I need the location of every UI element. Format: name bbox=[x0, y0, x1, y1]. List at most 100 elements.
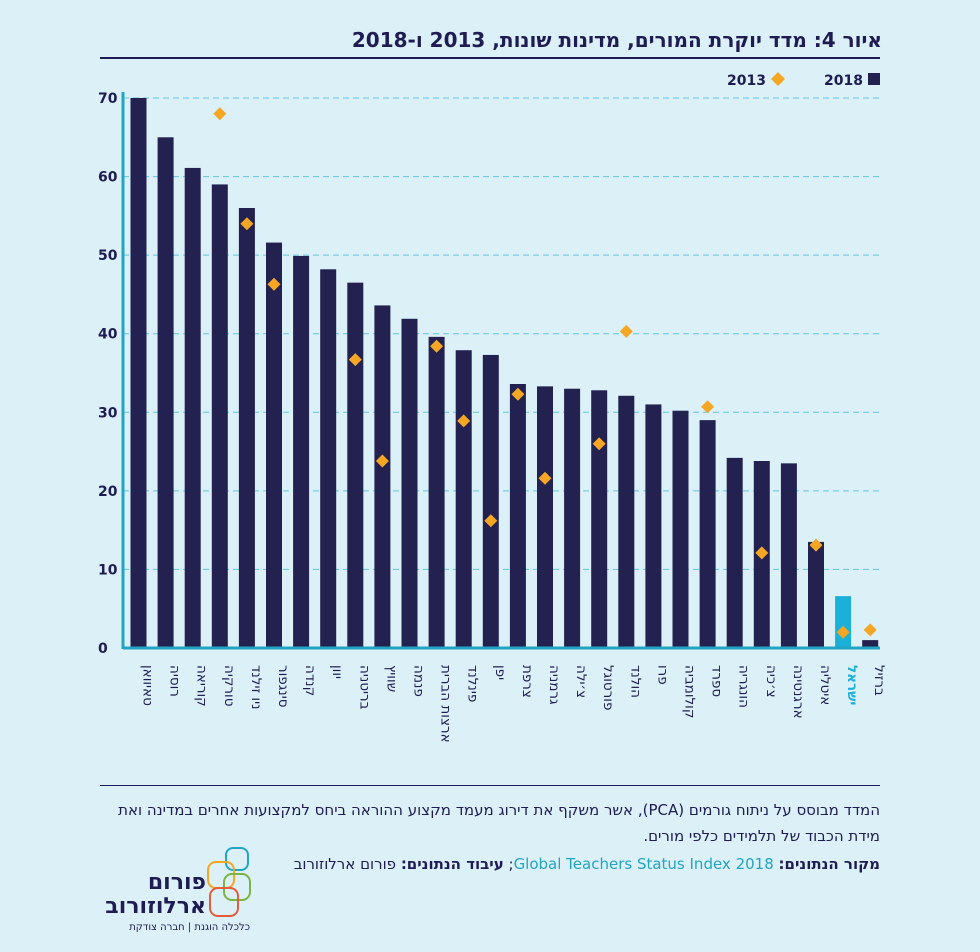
y-tick-label: 10 bbox=[98, 562, 118, 578]
x-tick-label: קולומביה bbox=[682, 665, 698, 718]
x-tick-label: יוון bbox=[329, 665, 345, 679]
processing-label: עיבוד הנתונים: bbox=[400, 855, 504, 873]
bar-2018 bbox=[564, 388, 581, 648]
legend-label-2018: 2018 bbox=[824, 73, 863, 89]
bar-2018 bbox=[428, 336, 445, 648]
legend-swatch-2013 bbox=[771, 72, 785, 86]
marker-2013 bbox=[538, 471, 552, 485]
x-tick-label: ישראל bbox=[844, 665, 860, 705]
source-separator: ; bbox=[508, 855, 514, 873]
marker-2013 bbox=[457, 414, 471, 428]
marker-2013 bbox=[430, 339, 444, 353]
x-tick-label: הולנד bbox=[627, 665, 643, 698]
x-tick-label: פורטוגל bbox=[600, 665, 616, 710]
x-tick-label: גרמניה bbox=[546, 665, 562, 705]
x-tick-label: יפן bbox=[492, 665, 508, 680]
x-tick-label: צ׳ילה bbox=[573, 665, 589, 698]
x-tick-label: טאיוואן bbox=[140, 665, 156, 706]
bar-2018 bbox=[374, 305, 391, 648]
source-label: מקור הנתונים: bbox=[778, 855, 880, 873]
bar-2018 bbox=[835, 596, 852, 648]
y-tick-label: 20 bbox=[98, 484, 118, 500]
bar-2018 bbox=[509, 384, 526, 648]
bar-2018 bbox=[780, 463, 797, 648]
bar-2018 bbox=[618, 395, 635, 648]
bar-2018 bbox=[726, 457, 743, 648]
marker-2013 bbox=[863, 623, 877, 637]
source-name: Global Teachers Status Index 2018 bbox=[513, 855, 774, 873]
bar-chart: 0 10 20 30 40 50 60 70 טאיוואן רוסיה קוריאה טורקיה נ… bbox=[98, 72, 887, 743]
x-tick-label: צ׳כיה bbox=[763, 665, 779, 698]
x-tick-label: ברזיל bbox=[871, 665, 887, 696]
marker-2013 bbox=[267, 277, 281, 291]
bar-2018 bbox=[482, 354, 499, 648]
logo-squares-icon bbox=[207, 847, 251, 917]
x-tick-label: בריטניה bbox=[356, 665, 372, 710]
source-line: מקור הנתונים: Global Teachers Status Ind… bbox=[294, 855, 880, 873]
marker-2013 bbox=[592, 437, 606, 451]
x-tick-label: ניו זילנד bbox=[248, 665, 264, 710]
bar-2018 bbox=[293, 255, 310, 648]
marker-2013 bbox=[240, 217, 254, 231]
bar-2018 bbox=[672, 410, 689, 648]
chart-title: איור 4: מדד יוקרת המורים, מדינות שונות, … bbox=[351, 28, 882, 52]
x-tick-label: פינלנד bbox=[465, 665, 481, 702]
bar-2018 bbox=[645, 404, 662, 648]
y-tick-label: 30 bbox=[98, 405, 118, 421]
x-tick-label: פנמה bbox=[411, 665, 427, 697]
x-tick-label: קנדה bbox=[302, 665, 318, 696]
y-tick-label: 40 bbox=[98, 327, 118, 343]
bar-2018 bbox=[130, 98, 147, 648]
x-tick-label: סינגפור bbox=[275, 665, 291, 708]
x-tick-label: איטליה bbox=[817, 665, 833, 705]
x-tick-label: ארצות הברית bbox=[438, 665, 454, 743]
y-tick-label: 50 bbox=[98, 248, 118, 264]
title-divider bbox=[100, 57, 880, 59]
logo-tagline: כלכלה הוגנת | חברה צודקת bbox=[129, 922, 250, 933]
marker-2013 bbox=[511, 387, 525, 401]
y-tick-label: 0 bbox=[98, 641, 108, 657]
bar-2018 bbox=[401, 318, 418, 648]
bar-2018 bbox=[211, 184, 228, 648]
x-tick-label: צרפת bbox=[519, 665, 535, 698]
marker-2013 bbox=[375, 454, 389, 468]
marker-2013 bbox=[836, 625, 850, 639]
x-tick-label: טורקיה bbox=[221, 665, 237, 707]
marker-2013 bbox=[701, 400, 715, 414]
legend-swatch-2018 bbox=[868, 73, 880, 85]
marker-2013 bbox=[484, 514, 498, 528]
footer-divider bbox=[100, 785, 880, 786]
x-tick-label: שוויץ bbox=[383, 665, 399, 692]
x-tick-label: פרו bbox=[654, 665, 670, 685]
x-tick-label: ארגנטינה bbox=[790, 665, 806, 719]
marker-2013 bbox=[348, 353, 362, 367]
forum-logo: פורום ארלוזורוב כלכלה הוגנת | חברה צודקת bbox=[100, 842, 260, 942]
x-tick-label: ספרד bbox=[709, 665, 725, 697]
bar-2018 bbox=[808, 541, 824, 648]
bar-2018 bbox=[591, 390, 608, 648]
bar-2018 bbox=[320, 269, 337, 648]
processing-name: פורום ארלוזורוב bbox=[293, 855, 397, 873]
marker-2013 bbox=[809, 538, 823, 552]
bar-2018 bbox=[238, 208, 255, 648]
logo-name-line1: פורום bbox=[147, 870, 206, 895]
bar-2018 bbox=[699, 420, 716, 648]
y-tick-label: 60 bbox=[98, 170, 118, 186]
bar-2018 bbox=[347, 282, 364, 648]
marker-2013 bbox=[755, 546, 769, 560]
bar-2018 bbox=[157, 137, 174, 649]
legend-label-2013: 2013 bbox=[727, 73, 766, 89]
x-tick-label: קוריאה bbox=[194, 665, 210, 707]
marker-2013 bbox=[619, 324, 633, 338]
bar-2018 bbox=[862, 640, 879, 648]
x-tick-label: רוסיה bbox=[167, 665, 183, 697]
bar-2018 bbox=[455, 350, 472, 648]
marker-2013 bbox=[213, 107, 227, 121]
x-tick-label: הונגריה bbox=[736, 665, 752, 708]
chart-description: המדד מבוסס על ניתוח גורמים (PCA), אשר מש… bbox=[118, 801, 880, 845]
bar-2018 bbox=[184, 167, 201, 648]
bar-2018 bbox=[537, 386, 553, 648]
logo-name-line2: ארלוזורוב bbox=[105, 894, 206, 919]
bar-2018 bbox=[266, 242, 282, 649]
y-tick-label: 70 bbox=[98, 91, 118, 107]
